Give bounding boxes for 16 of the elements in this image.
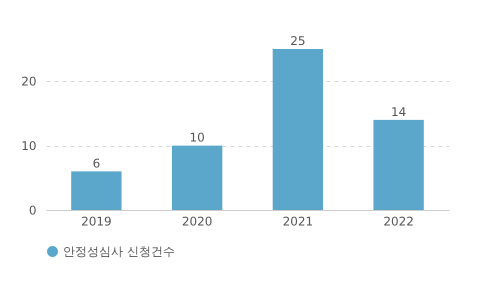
x-tick-label: 2022	[383, 214, 414, 228]
data-label: 25	[290, 34, 306, 48]
legend-label: 안정성심사 신청건수	[63, 244, 175, 258]
data-label: 10	[189, 130, 205, 145]
y-tick-label: 10	[21, 139, 36, 154]
x-tick-label: 2021	[282, 214, 314, 228]
data-label: 14	[390, 104, 406, 119]
bar	[373, 120, 424, 210]
bar	[172, 146, 222, 210]
y-tick-label: 20	[21, 74, 36, 89]
y-tick-label: 0	[28, 204, 36, 218]
data-label: 6	[92, 156, 100, 170]
x-tick-label: 2020	[182, 214, 212, 228]
x-tick-label: 2019	[81, 214, 112, 228]
bar	[272, 49, 324, 210]
bar	[71, 171, 122, 210]
